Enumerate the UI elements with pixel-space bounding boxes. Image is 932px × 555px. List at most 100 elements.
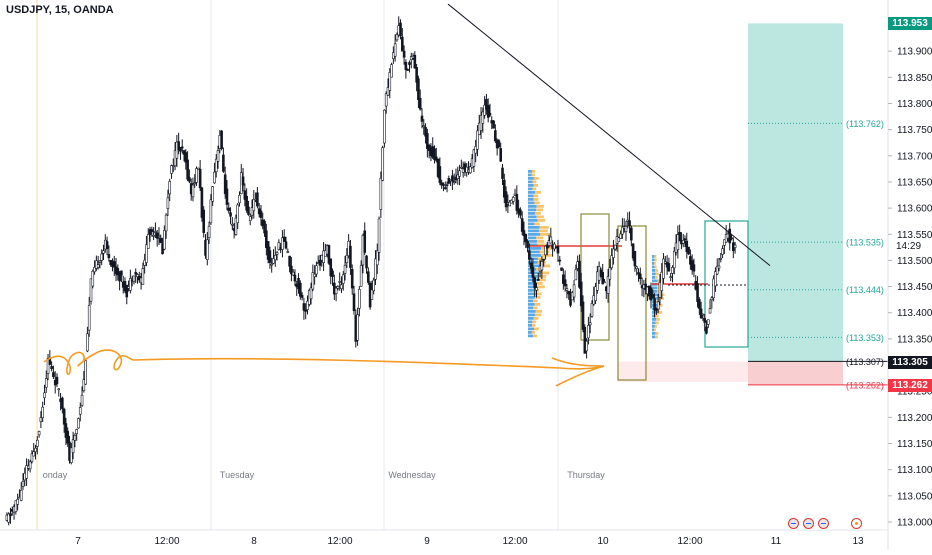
time-tick-label: 9 bbox=[424, 536, 430, 547]
profile-down-bar bbox=[534, 222, 540, 226]
candle-body bbox=[520, 218, 524, 232]
profile-down-bar bbox=[531, 173, 535, 177]
time-axis[interactable]: 7 12:00 8 12:00 9 12:00 10 12:00 11 13 bbox=[0, 529, 888, 547]
candle-body bbox=[730, 237, 733, 240]
candle-body bbox=[36, 439, 39, 447]
profile-down-bar bbox=[532, 334, 538, 338]
candle-body bbox=[209, 199, 213, 224]
candle-body bbox=[612, 248, 615, 258]
profile-down-bar bbox=[658, 297, 664, 300]
candle-body bbox=[96, 264, 100, 268]
candle-body bbox=[89, 278, 93, 302]
candle-body bbox=[583, 326, 587, 354]
profile-down-bar bbox=[536, 282, 543, 285]
time-tick-label: 10 bbox=[597, 536, 609, 547]
profile-up-bar bbox=[528, 219, 538, 222]
price-tick-label: 113.750 bbox=[897, 125, 932, 136]
candle-body bbox=[422, 125, 426, 128]
candle-body bbox=[528, 250, 531, 260]
candle-body bbox=[386, 87, 390, 96]
candle-body bbox=[563, 279, 567, 287]
time-tick-label: 7 bbox=[75, 536, 81, 547]
level-label: (113.535) bbox=[846, 238, 884, 248]
economic-events[interactable] bbox=[788, 515, 862, 531]
candle-body bbox=[265, 230, 268, 248]
candle-body bbox=[708, 308, 712, 314]
candle-body bbox=[43, 392, 46, 399]
profile-down-bar bbox=[654, 325, 657, 328]
candle-body bbox=[560, 267, 563, 271]
loss-zone-extension bbox=[618, 361, 748, 382]
candle-body bbox=[179, 147, 182, 152]
candle-body bbox=[427, 145, 431, 151]
candle-body bbox=[284, 241, 288, 249]
candle-body bbox=[619, 233, 622, 239]
candle-body bbox=[57, 388, 61, 391]
candle-body bbox=[649, 287, 653, 301]
profile-up-bar bbox=[528, 222, 535, 226]
profile-up-bar bbox=[652, 276, 656, 279]
candle-body bbox=[238, 194, 241, 204]
stop-price-label: 113.262 bbox=[888, 379, 932, 392]
profile-up-bar bbox=[528, 282, 537, 285]
event-marker-icon[interactable] bbox=[851, 517, 862, 529]
candle-body bbox=[241, 176, 245, 186]
candle-body bbox=[87, 305, 91, 331]
candle-body bbox=[273, 254, 277, 261]
profile-up-bar bbox=[652, 318, 657, 321]
candle-body bbox=[358, 289, 361, 309]
symbol-title[interactable]: USDJPY, 15, OANDA bbox=[6, 4, 114, 16]
candle-body bbox=[277, 242, 281, 251]
candle-body bbox=[322, 250, 325, 263]
candle-body bbox=[52, 372, 55, 377]
candle-body bbox=[39, 417, 43, 422]
profile-down-bar bbox=[534, 303, 541, 306]
candle-body bbox=[32, 451, 36, 457]
candle-body bbox=[30, 453, 34, 463]
candle-body bbox=[171, 165, 175, 167]
candle-body bbox=[159, 237, 163, 243]
profile-up-bar bbox=[652, 272, 656, 276]
candle-body bbox=[408, 62, 411, 65]
candle-body bbox=[21, 481, 25, 487]
profile-down-bar bbox=[655, 269, 658, 272]
candle-body bbox=[572, 284, 576, 298]
us-flag-icon[interactable] bbox=[803, 517, 814, 529]
candle-body bbox=[553, 243, 556, 250]
profile-down-bar bbox=[537, 278, 546, 282]
candle-body bbox=[336, 286, 340, 289]
candle-body bbox=[601, 272, 605, 285]
candle-body bbox=[300, 294, 304, 298]
price-axis[interactable]: 113.000 113.050 113.100 113.150 113.200 113.2… bbox=[887, 0, 932, 550]
us-flag-icon[interactable] bbox=[818, 517, 829, 529]
profile-up-bar bbox=[528, 177, 534, 180]
entry-level-label: (113.307) bbox=[846, 357, 884, 367]
candle-body bbox=[706, 319, 710, 325]
candle-body bbox=[655, 308, 658, 311]
candle-body bbox=[202, 209, 206, 233]
candle-body bbox=[313, 273, 316, 277]
candle-body bbox=[107, 254, 111, 259]
range-box bbox=[704, 220, 749, 348]
candle-body bbox=[125, 284, 129, 298]
candle-body bbox=[451, 175, 454, 182]
candle-body bbox=[524, 233, 528, 243]
profile-up-bar bbox=[528, 236, 537, 240]
profile-up-bar bbox=[528, 233, 541, 236]
candle-body bbox=[529, 262, 533, 269]
candle-body bbox=[343, 264, 347, 274]
candle-body bbox=[186, 159, 189, 180]
candle-body bbox=[338, 281, 341, 283]
candle-body bbox=[64, 423, 68, 438]
candle-body bbox=[245, 195, 248, 211]
candle-body bbox=[34, 447, 37, 453]
profile-up-bar bbox=[528, 317, 534, 320]
candle-body bbox=[445, 184, 449, 187]
candle-body bbox=[404, 61, 408, 70]
us-flag-icon[interactable] bbox=[788, 517, 799, 529]
candle-body bbox=[492, 120, 495, 129]
candle-body bbox=[440, 182, 443, 186]
drawings bbox=[43, 3, 771, 387]
